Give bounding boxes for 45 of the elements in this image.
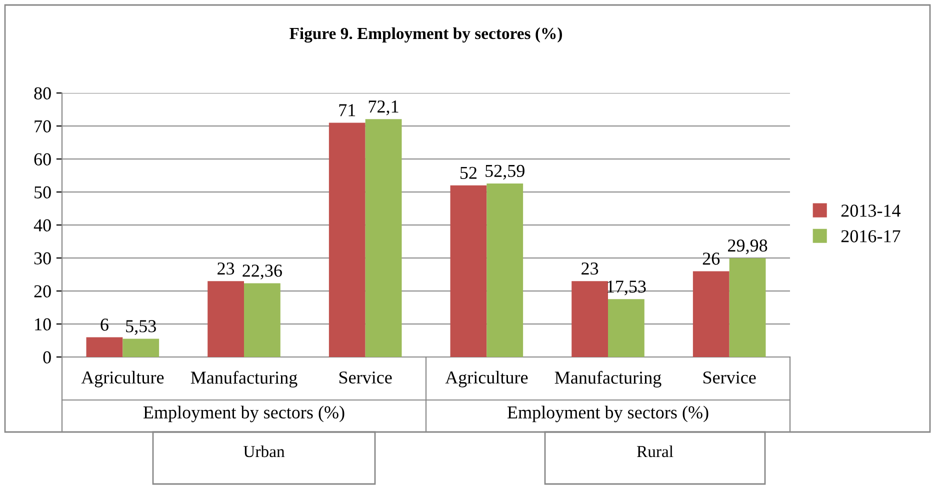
legend-label: 2013-14 xyxy=(841,204,901,217)
bar xyxy=(365,119,402,357)
data-label: 23 xyxy=(582,262,598,275)
bar xyxy=(244,283,280,357)
bar xyxy=(122,338,160,357)
data-label: 5,53 xyxy=(126,320,156,335)
data-label: 29,98 xyxy=(728,239,768,254)
y-tick-label: 40 xyxy=(34,219,51,232)
bar xyxy=(692,271,730,357)
data-label: 22,36 xyxy=(242,264,282,280)
x-tick-label: Service xyxy=(339,371,392,384)
chart-title: Figure 9. Employment by sectores (%) xyxy=(290,27,562,43)
bar xyxy=(486,183,524,357)
text: Employment by sectors (%) xyxy=(143,406,344,422)
bar xyxy=(450,185,487,357)
y-tick-label: 80 xyxy=(34,87,51,100)
data-label: 52,59 xyxy=(486,164,524,180)
bar xyxy=(572,281,608,357)
y-tick-label: 10 xyxy=(35,318,51,330)
y-tick-label: 50 xyxy=(34,186,51,198)
y-tick-label: 70 xyxy=(34,120,51,132)
text: Employment by sectors (%) xyxy=(507,406,708,422)
legend-label: 2016-17 xyxy=(841,230,900,242)
x-tick-label: Manufacturing xyxy=(190,370,298,388)
data-label: 52 xyxy=(460,166,476,179)
data-label: 72,1 xyxy=(368,100,398,116)
bar xyxy=(86,337,123,357)
x-tick-label: Agriculture xyxy=(81,370,164,388)
bar xyxy=(608,299,644,357)
bar xyxy=(729,258,766,357)
y-tick-label: 60 xyxy=(34,153,51,166)
data-label: 6 xyxy=(100,318,108,331)
y-tick-label: 20 xyxy=(34,285,51,298)
x-tick-label: Manufacturing xyxy=(554,370,662,388)
data-label: 26 xyxy=(702,252,720,265)
y-tick-label: 0 xyxy=(43,351,51,364)
x-tick-label: Service xyxy=(703,371,756,384)
data-label: 23 xyxy=(218,262,234,275)
data-label: 71 xyxy=(339,104,356,116)
x-tick-label: Agriculture xyxy=(445,370,528,388)
bar xyxy=(208,281,244,357)
y-tick-label: 30 xyxy=(34,252,51,264)
bar xyxy=(328,122,366,357)
text: Urban xyxy=(244,445,285,458)
text: Rural xyxy=(636,445,674,458)
